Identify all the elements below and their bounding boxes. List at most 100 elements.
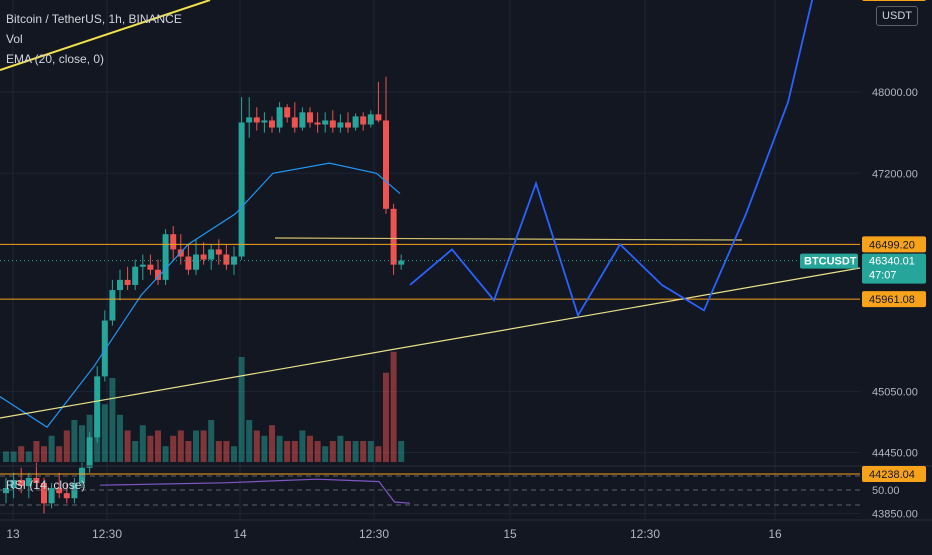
candle[interactable] bbox=[315, 122, 321, 124]
volume-bar bbox=[277, 436, 283, 462]
candle[interactable] bbox=[292, 117, 298, 127]
candle[interactable] bbox=[163, 234, 169, 280]
candle[interactable] bbox=[360, 116, 366, 124]
level-label-box bbox=[862, 0, 926, 1]
candle[interactable] bbox=[383, 120, 389, 208]
candle[interactable] bbox=[284, 107, 290, 117]
candle[interactable] bbox=[353, 116, 359, 127]
candle[interactable] bbox=[223, 255, 229, 265]
time-tick-label: 12:30 bbox=[92, 527, 122, 541]
rsi-line bbox=[100, 479, 410, 503]
volume-bar bbox=[109, 378, 115, 462]
candle[interactable] bbox=[201, 255, 207, 260]
volume-bar bbox=[292, 441, 298, 462]
price-tick-label: 44450.00 bbox=[872, 448, 918, 460]
countdown-label: 47:07 bbox=[869, 270, 897, 282]
volume-bar bbox=[375, 446, 381, 462]
volume-bar bbox=[261, 436, 267, 462]
volume-legend: Vol bbox=[6, 32, 23, 46]
candle[interactable] bbox=[269, 120, 275, 127]
candle[interactable] bbox=[64, 493, 70, 498]
candle[interactable] bbox=[254, 117, 260, 122]
volume-bar bbox=[18, 446, 24, 462]
candle[interactable] bbox=[87, 437, 93, 467]
candle[interactable] bbox=[277, 107, 283, 127]
candle[interactable] bbox=[398, 261, 404, 265]
volume-bar bbox=[178, 431, 184, 463]
candle[interactable] bbox=[330, 120, 336, 127]
candle[interactable] bbox=[337, 122, 343, 127]
rsi-legend: RSI (14, close) bbox=[6, 478, 85, 492]
volume-bar bbox=[132, 441, 138, 462]
ema-line bbox=[0, 163, 400, 427]
volume-bar bbox=[125, 431, 131, 463]
volume-bar bbox=[33, 441, 39, 462]
candle[interactable] bbox=[368, 114, 374, 124]
candle[interactable] bbox=[208, 249, 214, 259]
candle[interactable] bbox=[299, 112, 305, 127]
volume-bar bbox=[337, 436, 343, 462]
volume-bar bbox=[284, 441, 290, 462]
currency-button[interactable]: USDT bbox=[876, 6, 918, 26]
volume-bar bbox=[64, 431, 70, 463]
volume-bar bbox=[102, 404, 108, 462]
candle[interactable] bbox=[185, 257, 191, 270]
candle[interactable] bbox=[375, 114, 381, 120]
volume-bar bbox=[56, 446, 62, 462]
volume-bar bbox=[201, 431, 207, 463]
volume-bar bbox=[155, 431, 161, 463]
volume-bar bbox=[208, 420, 214, 462]
level-label: 44238.04 bbox=[869, 469, 915, 481]
candle[interactable] bbox=[322, 120, 328, 124]
ema-legend: EMA (20, close, 0) bbox=[6, 52, 104, 66]
volume-bar bbox=[223, 441, 229, 462]
volume-bar bbox=[391, 352, 397, 462]
volume-bar bbox=[269, 425, 275, 462]
volume-bar bbox=[140, 425, 146, 462]
volume-bar bbox=[193, 431, 199, 463]
volume-bar bbox=[330, 441, 336, 462]
candle[interactable] bbox=[193, 255, 199, 270]
chart-title: Bitcoin / TetherUS, 1h, BINANCE bbox=[6, 12, 182, 26]
volume-bar bbox=[216, 441, 222, 462]
candle[interactable] bbox=[345, 122, 351, 127]
time-tick-label: 14 bbox=[233, 527, 247, 541]
price-tick-label: 47200.00 bbox=[872, 168, 918, 180]
volume-bar bbox=[49, 436, 55, 462]
time-tick-label: 15 bbox=[503, 527, 517, 541]
candle[interactable] bbox=[117, 280, 123, 290]
volume-bar bbox=[254, 431, 260, 463]
volume-bar bbox=[170, 436, 176, 462]
volume-bar bbox=[353, 441, 359, 462]
candle[interactable] bbox=[216, 249, 222, 254]
candle[interactable] bbox=[94, 376, 100, 437]
volume-bar bbox=[239, 357, 245, 462]
candle[interactable] bbox=[147, 265, 153, 270]
volume-bar bbox=[383, 373, 389, 462]
candle[interactable] bbox=[140, 265, 146, 267]
candle[interactable] bbox=[109, 290, 115, 320]
volume-bar bbox=[147, 436, 153, 462]
candle[interactable] bbox=[391, 209, 397, 265]
candle[interactable] bbox=[125, 280, 131, 285]
volume-bar bbox=[11, 452, 17, 463]
time-tick-label: 12:30 bbox=[359, 527, 389, 541]
candle[interactable] bbox=[239, 122, 245, 256]
projection-path[interactable] bbox=[410, 0, 830, 315]
candle[interactable] bbox=[170, 234, 176, 249]
candle[interactable] bbox=[102, 321, 108, 377]
volume-bar bbox=[117, 415, 123, 462]
symbol-tag-label: BTCUSDT bbox=[804, 256, 857, 268]
volume-bar bbox=[71, 420, 77, 462]
trendline[interactable] bbox=[0, 268, 860, 418]
volume-bar bbox=[322, 446, 328, 462]
candle[interactable] bbox=[307, 112, 313, 122]
candle[interactable] bbox=[246, 117, 252, 122]
candle[interactable] bbox=[132, 267, 138, 285]
candle[interactable] bbox=[261, 120, 267, 122]
volume-bar bbox=[246, 420, 252, 462]
range-line[interactable] bbox=[275, 238, 742, 240]
volume-bar bbox=[368, 441, 374, 462]
